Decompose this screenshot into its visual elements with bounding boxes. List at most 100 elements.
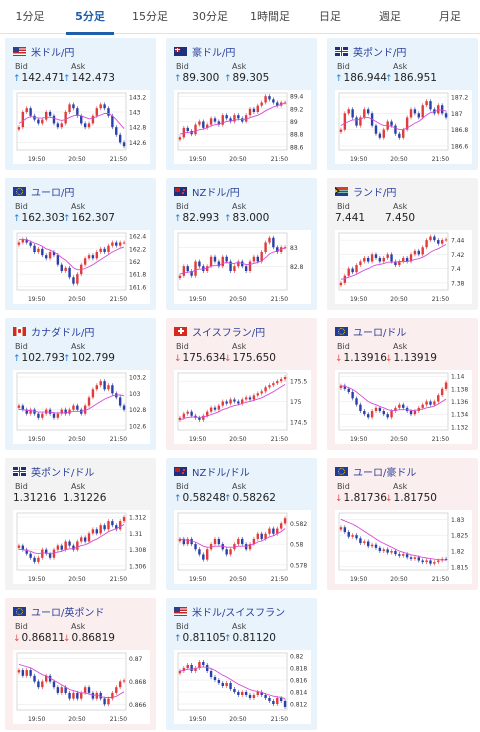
rate-card[interactable]: ランド/円 Bid Ask 7.441 7.450 7.44 7.42 7.4 7.3… <box>327 178 478 310</box>
candle-up <box>122 242 126 244</box>
candle-up <box>260 102 263 106</box>
bid-value: ↑82.993 <box>174 212 219 224</box>
candle-up <box>37 557 40 562</box>
ask-value-text: 186.951 <box>393 72 437 84</box>
chart-background <box>335 230 472 304</box>
currency-pair-link[interactable]: ユーロ/円 <box>31 187 75 199</box>
ask-value-text: 7.450 <box>385 212 416 224</box>
candle-up <box>409 254 413 262</box>
currency-pair-link[interactable]: NZドル/円 <box>192 187 240 199</box>
currency-pair-link[interactable]: ユーロ/豪ドル <box>353 467 417 479</box>
mini-candle-chart[interactable]: 7.44 7.42 7.4 7.38 19:50 20:50 21:50 <box>335 230 472 304</box>
rate-card[interactable]: 英ポンド/ドル Bid Ask 1.31216 1.31226 1.312 1.3… <box>5 458 156 590</box>
currency-pair-link[interactable]: ユーロ/英ポンド <box>31 607 105 619</box>
candle-down <box>37 681 40 688</box>
candle-down <box>351 392 354 399</box>
candle-up <box>60 123 63 128</box>
tab-8[interactable]: 月足 <box>439 10 461 23</box>
rate-card[interactable]: NZドル/ドル Bid Ask ↑0.58248 ↑0.58262 0.582 0… <box>166 458 317 590</box>
candle-up <box>339 527 343 530</box>
rate-card[interactable]: ユーロ/豪ドル Bid Ask ↓1.81736 ↓1.81750 1.83 1.… <box>327 458 478 590</box>
mini-candle-chart[interactable]: 187.2 187 186.8 186.6 19:50 20:50 21:50 <box>335 90 472 164</box>
currency-pair-link[interactable]: 米ドル/円 <box>31 47 75 59</box>
candle-up <box>83 687 87 693</box>
mini-candle-chart[interactable]: 0.582 0.58 0.578 19:50 20:50 21:50 <box>174 510 311 584</box>
moving-average-line <box>179 528 286 548</box>
x-tick-label: 19:50 <box>28 576 45 583</box>
currency-pair-link[interactable]: ユーロ/ドル <box>353 327 407 339</box>
mini-candle-chart[interactable]: 103.2 103 102.8 102.6 19:50 20:50 21:50 <box>13 370 150 444</box>
rate-card[interactable]: ユーロ/英ポンド Bid Ask ↓0.86811 ↓0.86819 0.87 0… <box>5 598 156 730</box>
bid-label: Bid <box>176 482 189 491</box>
currency-pair-link[interactable]: 英ポンド/ドル <box>31 467 95 479</box>
candle-up <box>268 528 271 534</box>
tab-6[interactable]: 日足 <box>319 10 341 23</box>
candle-up <box>260 391 263 394</box>
x-tick-label: 19:50 <box>189 296 206 303</box>
candle-up <box>194 668 197 671</box>
mini-candle-chart[interactable]: 1.83 1.825 1.82 1.815 19:50 20:50 21:50 <box>335 510 472 584</box>
candle-down <box>111 521 114 526</box>
tab-2[interactable]: 5分足 <box>60 0 120 35</box>
tab-1[interactable]: 1分足 <box>15 10 45 23</box>
bid-label: Bid <box>337 202 350 211</box>
mini-candle-chart[interactable]: 0.82 0.818 0.816 0.814 0.812 19:50 20:50 21:50 <box>174 650 311 724</box>
y-tick-label: 187 <box>451 111 463 118</box>
tab-4[interactable]: 30分足 <box>192 10 228 23</box>
y-tick-label: 82.8 <box>290 264 304 271</box>
up-arrow-icon: ↑ <box>224 214 232 224</box>
mini-candle-chart[interactable]: 0.87 0.868 0.866 19:50 20:50 21:50 <box>13 650 150 724</box>
chart-svg: 0.582 0.58 0.578 19:50 20:50 21:50 <box>174 510 311 584</box>
candle-down <box>351 109 354 118</box>
tab-5[interactable]: 1時間足 <box>250 10 290 23</box>
currency-pair-link[interactable]: 豪ドル/円 <box>192 47 236 59</box>
candle-up <box>60 687 63 693</box>
rate-card[interactable]: 英ポンド/円 Bid Ask ↑186.944 ↑186.951 187.2 18… <box>327 38 478 170</box>
candle-down <box>429 101 432 110</box>
rate-card[interactable]: ユーロ/ドル Bid Ask ↓1.13916 ↓1.13919 1.14 1.1… <box>327 318 478 450</box>
rate-card[interactable]: ユーロ/円 Bid Ask ↑162.303 ↑162.307 162.4 162… <box>5 178 156 310</box>
candle-up <box>421 247 424 255</box>
candle-down <box>225 256 228 262</box>
tab-3[interactable]: 15分足 <box>132 10 168 23</box>
mini-candle-chart[interactable]: 162.4 162.2 162 161.8 161.6 19:50 20:50 21:50 <box>13 230 150 304</box>
tab-7[interactable]: 週足 <box>379 10 401 23</box>
x-tick-label: 21:50 <box>432 296 449 303</box>
rate-card[interactable]: 米ドル/円 Bid Ask ↑142.471 ↑142.473 143.2 143… <box>5 38 156 170</box>
mini-candle-chart[interactable]: 1.312 1.31 1.308 1.306 19:50 20:50 21:50 <box>13 510 150 584</box>
y-tick-label: 0.582 <box>290 521 307 528</box>
plot-frame <box>338 512 449 571</box>
currency-pair-link[interactable]: 米ドル/スイスフラン <box>192 607 286 619</box>
currency-pair-link[interactable]: ランド/円 <box>353 187 397 199</box>
currency-pair-link[interactable]: 英ポンド/円 <box>353 47 407 59</box>
mini-candle-chart[interactable]: 83 82.8 19:50 20:50 21:50 <box>174 230 311 304</box>
bid-value-text: 1.81736 <box>343 492 387 504</box>
x-tick-label: 19:50 <box>189 436 206 443</box>
candle-up <box>398 404 401 408</box>
candle-up <box>409 109 413 118</box>
mini-candle-chart[interactable]: 143.2 143 142.8 142.6 19:50 20:50 21:50 <box>13 90 150 164</box>
rate-card[interactable]: スイスフラン/円 Bid Ask ↓175.634 ↓175.650 175.5… <box>166 318 317 450</box>
currency-pair-link[interactable]: NZドル/ドル <box>192 467 250 479</box>
candle-up <box>233 266 236 271</box>
candle-down <box>198 261 201 267</box>
currency-pair-link[interactable]: スイスフラン/円 <box>192 327 266 339</box>
mini-candle-chart[interactable]: 1.14 1.138 1.136 1.134 1.132 19:50 20:50 21:50 <box>335 370 472 444</box>
candle-up <box>111 242 114 246</box>
candle-up <box>405 117 409 130</box>
candle-up <box>244 397 248 400</box>
rate-card[interactable]: NZドル/円 Bid Ask ↑82.993 ↑83.000 83 82.8 19:… <box>166 178 317 310</box>
y-tick-label: 0.812 <box>290 702 307 709</box>
candle-up <box>118 681 122 688</box>
mini-candle-chart[interactable]: 175.5 175 174.5 19:50 20:50 21:50 <box>174 370 311 444</box>
candle-down <box>48 675 52 682</box>
mini-candle-chart[interactable]: 89.4 89.2 89 88.8 88.6 19:50 20:50 21:50 <box>174 90 311 164</box>
candle-down <box>103 248 106 252</box>
rate-card[interactable]: カナダドル/円 Bid Ask ↑102.793 ↑102.799 103.2 1… <box>5 318 156 450</box>
currency-pair-link[interactable]: カナダドル/円 <box>31 327 95 339</box>
rate-card[interactable]: 豪ドル/円 Bid Ask ↑89.300 ↑89.305 89.4 89.2 89… <box>166 38 317 170</box>
bid-label: Bid <box>15 622 28 631</box>
candle-down <box>115 525 118 530</box>
candle-down <box>33 675 36 682</box>
rate-card[interactable]: 米ドル/スイスフラン Bid Ask ↑0.81105 ↑0.81120 0.8… <box>166 598 317 730</box>
